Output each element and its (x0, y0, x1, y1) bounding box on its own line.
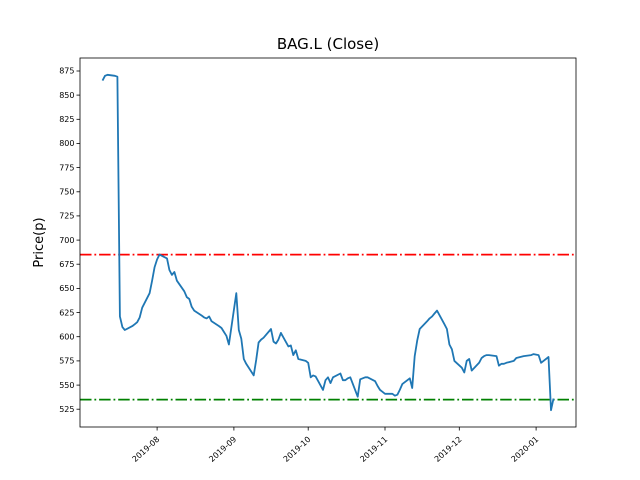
y-tick-label: 825 (59, 115, 74, 124)
y-tick-label: 700 (59, 236, 74, 245)
x-tick-label: 2019-10 (282, 435, 313, 464)
y-tick-label: 550 (59, 381, 74, 390)
price-series-layer (101, 73, 555, 412)
y-tick-label: 575 (59, 357, 74, 366)
x-tick-label: 2019-11 (358, 435, 389, 464)
x-tick-label: 2019-12 (433, 435, 464, 464)
y-tick-label: 850 (59, 91, 74, 100)
y-tick-label: 800 (59, 139, 74, 148)
x-tick-label: 2020-01 (510, 435, 541, 464)
x-tick-label: 2019-09 (207, 435, 238, 464)
y-tick-label: 650 (59, 284, 74, 293)
chart-title: BAG.L (Close) (277, 35, 379, 53)
x-tick-label: 2019-08 (131, 435, 162, 464)
close-price-line (101, 73, 555, 412)
y-tick-label: 725 (59, 212, 74, 221)
y-tick-label: 675 (59, 260, 74, 269)
y-tick-label: 775 (59, 163, 74, 172)
plot-border (79, 57, 577, 428)
y-tick-label: 875 (59, 67, 74, 76)
reference-lines-layer (80, 253, 576, 401)
y-tick-label: 625 (59, 308, 74, 317)
y-tick-label: 525 (59, 405, 74, 414)
axes-layer: 525 550 575 600 625 650 675 700 725 750 775 800 825 8… (59, 57, 577, 464)
y-tick-label: 600 (59, 332, 74, 341)
y-axis-label: Price(p) (32, 217, 47, 267)
y-tick-label: 750 (59, 188, 74, 197)
